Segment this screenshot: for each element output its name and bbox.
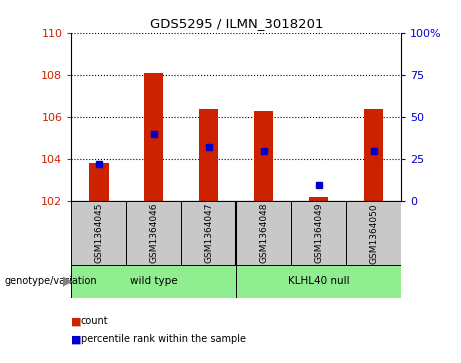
Text: ■: ■	[71, 316, 82, 326]
Bar	[236, 201, 291, 265]
Text: GSM1364045: GSM1364045	[95, 203, 103, 264]
Text: GSM1364047: GSM1364047	[204, 203, 213, 264]
Bar	[254, 111, 273, 201]
Bar	[126, 201, 181, 265]
Bar	[199, 109, 219, 201]
Bar	[71, 201, 126, 265]
Text: GSM1364049: GSM1364049	[314, 203, 323, 264]
Text: GSM1364046: GSM1364046	[149, 203, 159, 264]
Bar	[89, 163, 108, 201]
Text: KLHL40 null: KLHL40 null	[288, 276, 349, 286]
Title: GDS5295 / ILMN_3018201: GDS5295 / ILMN_3018201	[149, 17, 323, 30]
Text: percentile rank within the sample: percentile rank within the sample	[81, 334, 246, 344]
Bar	[181, 201, 236, 265]
Bar	[346, 201, 401, 265]
Text: GSM1364048: GSM1364048	[259, 203, 268, 264]
Bar	[309, 197, 328, 201]
Bar	[236, 265, 401, 298]
Text: genotype/variation: genotype/variation	[5, 276, 97, 286]
Text: GSM1364050: GSM1364050	[369, 203, 378, 264]
Text: ▶: ▶	[64, 275, 73, 288]
Bar	[364, 109, 383, 201]
Text: ■: ■	[71, 334, 82, 344]
Bar	[71, 265, 236, 298]
Text: count: count	[81, 316, 108, 326]
Bar	[144, 73, 164, 201]
Text: wild type: wild type	[130, 276, 177, 286]
Bar	[291, 201, 346, 265]
